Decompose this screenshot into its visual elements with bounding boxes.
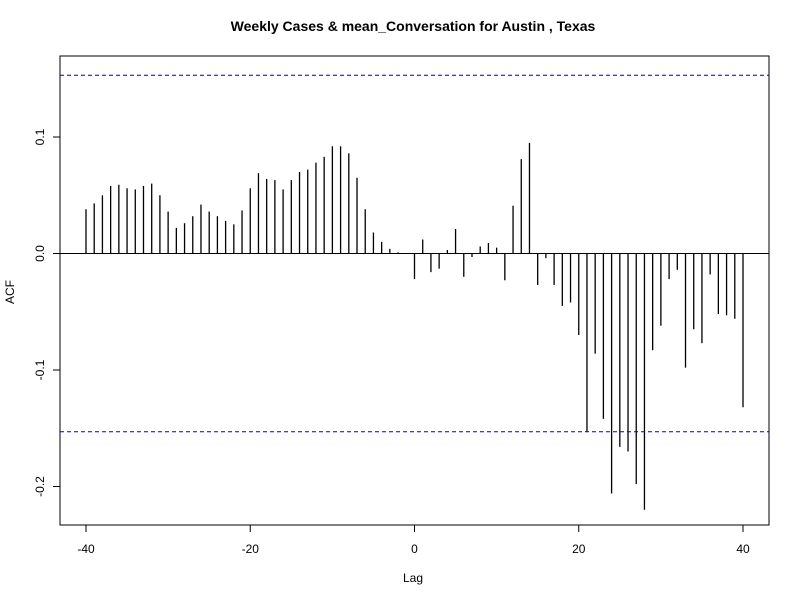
x-tick-label: -40 — [77, 542, 95, 556]
x-tick-label: 0 — [411, 542, 418, 556]
x-tick-label: 40 — [736, 542, 750, 556]
y-tick-label: -0.1 — [33, 359, 47, 380]
y-axis-label: ACF — [3, 280, 17, 304]
y-tick-label: -0.2 — [33, 476, 47, 497]
y-tick-label: 0.1 — [33, 128, 47, 145]
x-axis-label: Lag — [403, 571, 423, 585]
x-tick-label: -20 — [242, 542, 260, 556]
chart-title: Weekly Cases & mean_Conversation for Aus… — [231, 18, 596, 34]
confidence-bounds — [60, 74, 769, 433]
x-axis: -40 -20 0 20 40 — [77, 525, 750, 556]
y-tick-label: 0.0 — [33, 245, 47, 262]
x-tick-label: 20 — [572, 542, 586, 556]
plot-frame — [59, 55, 770, 526]
y-axis: -0.2 -0.1 0.0 0.1 — [33, 128, 60, 497]
acf-bars — [60, 142, 769, 510]
